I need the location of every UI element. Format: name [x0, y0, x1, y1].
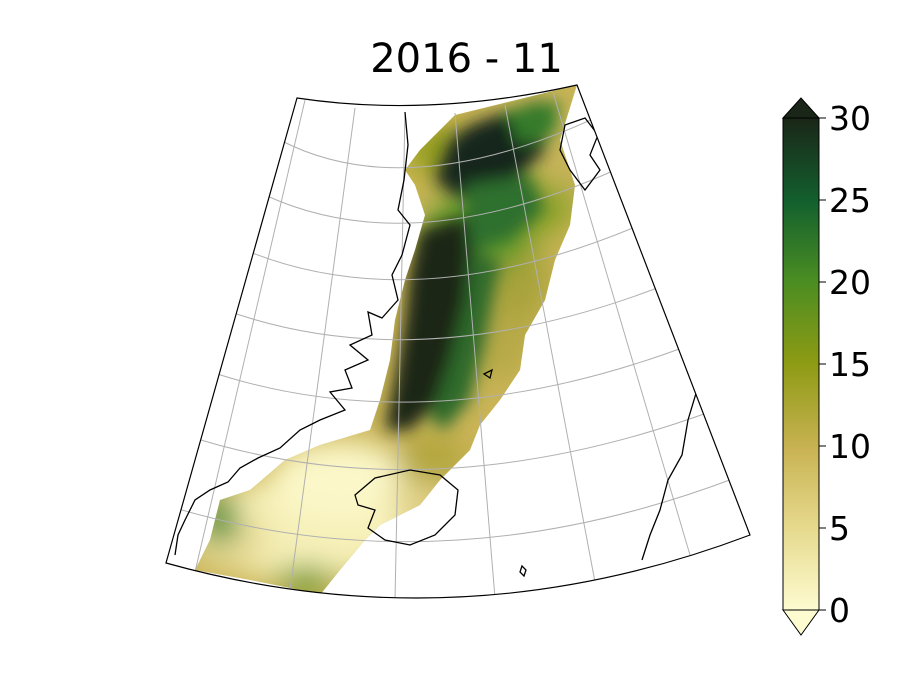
data-field — [195, 85, 577, 595]
colorbar-tick-label: 20 — [829, 263, 871, 302]
jan-mayen — [482, 368, 493, 380]
map-boundary — [165, 84, 751, 599]
faroe-islands — [519, 564, 527, 578]
colorbar-tick-label: 0 — [829, 591, 850, 630]
colorbar-gradient — [782, 117, 820, 611]
greenland-coast — [174, 111, 411, 556]
norway-coast — [641, 344, 741, 561]
colorbar-bottom-extend — [782, 609, 820, 636]
svalbard — [559, 117, 601, 192]
map-title: 2016 - 11 — [370, 36, 563, 82]
colorbar-tick-label: 15 — [829, 345, 871, 384]
colorbar: 0 5 10 15 20 25 30 — [781, 97, 871, 636]
colorbar-tick-label: 25 — [829, 181, 871, 220]
colorbar-tick-label: 10 — [829, 427, 871, 466]
colorbar-tick-label: 5 — [829, 509, 850, 548]
colorbar-ticks: 0 5 10 15 20 25 30 — [819, 99, 871, 630]
iceland — [354, 469, 459, 546]
colorbar-tick-label: 30 — [829, 99, 871, 138]
colorbar-top-extend — [781, 97, 821, 119]
